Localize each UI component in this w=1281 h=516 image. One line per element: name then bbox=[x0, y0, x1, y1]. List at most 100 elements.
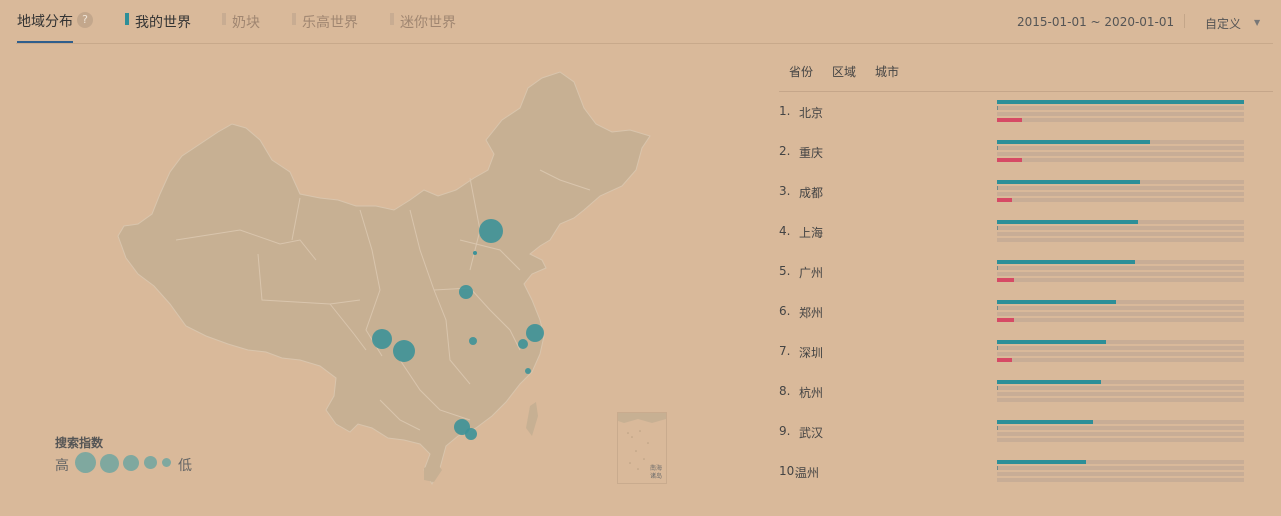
rank-city-name: 温州 bbox=[795, 466, 820, 480]
keyword-tab-label: 奶块 bbox=[232, 15, 260, 31]
bubble-chengdu[interactable] bbox=[372, 329, 392, 349]
bubble-beijing[interactable] bbox=[479, 219, 503, 243]
ranking-row[interactable]: 3. 成都 bbox=[779, 180, 1273, 210]
bar-fill-series-1 bbox=[997, 300, 1116, 304]
bar-track bbox=[997, 380, 1244, 384]
rank-bars bbox=[997, 340, 1244, 366]
keyword-tab-label: 迷你世界 bbox=[400, 15, 456, 31]
ranking-row[interactable]: 6. 郑州 bbox=[779, 300, 1273, 330]
ranking-row[interactable]: 2. 重庆 bbox=[779, 140, 1273, 170]
keyword-marker-icon bbox=[390, 13, 394, 25]
bar-fill-series-1 bbox=[997, 100, 1244, 104]
bar-track bbox=[997, 112, 1244, 116]
keyword-marker-icon bbox=[222, 13, 226, 25]
hainan-island bbox=[424, 462, 442, 482]
tab-city[interactable]: 城市 bbox=[875, 65, 900, 79]
header-divider bbox=[16, 43, 1273, 44]
bar-track bbox=[997, 432, 1244, 436]
rank-bars bbox=[997, 140, 1244, 166]
tab-region-distribution-label: 地域分布 bbox=[17, 14, 73, 30]
ranking-row[interactable]: 7. 深圳 bbox=[779, 340, 1273, 370]
rank-city-name: 郑州 bbox=[799, 306, 824, 320]
bar-track bbox=[997, 198, 1244, 202]
bar-track bbox=[997, 118, 1244, 122]
rank-number: 7. bbox=[779, 344, 791, 358]
bubble-wenzhou[interactable] bbox=[525, 368, 531, 374]
bubble-shanghai[interactable] bbox=[526, 324, 544, 342]
rank-city-name: 上海 bbox=[799, 226, 824, 240]
bubble-hangzhou[interactable] bbox=[518, 339, 528, 349]
ranking-row[interactable]: 9. 武汉 bbox=[779, 420, 1273, 450]
ranking-row[interactable]: 4. 上海 bbox=[779, 220, 1273, 250]
inset-label: 南海诸岛 bbox=[650, 465, 663, 480]
keyword-tab-1[interactable]: 我的世界 bbox=[125, 12, 191, 31]
caret-down-icon[interactable]: ▼ bbox=[1254, 18, 1261, 27]
ranking-row[interactable]: 1. 北京 bbox=[779, 100, 1273, 130]
china-outline[interactable] bbox=[117, 71, 651, 486]
rank-city-name: 重庆 bbox=[799, 146, 824, 160]
bar-track bbox=[997, 238, 1244, 242]
rank-number: 8. bbox=[779, 384, 791, 398]
keyword-tab-4[interactable]: 迷你世界 bbox=[390, 12, 456, 31]
legend-title: 搜索指数 bbox=[55, 436, 104, 450]
bar-track bbox=[997, 352, 1244, 356]
header-separator bbox=[1184, 14, 1185, 28]
bar-track bbox=[997, 146, 1244, 150]
ranking-row[interactable]: 8. 杭州 bbox=[779, 380, 1273, 410]
bar-track bbox=[997, 220, 1244, 224]
tab-region-distribution[interactable]: 地域分布 bbox=[17, 11, 73, 43]
bubble-zhengzhou[interactable] bbox=[459, 285, 473, 299]
rank-bars bbox=[997, 460, 1244, 486]
rank-number: 9. bbox=[779, 424, 791, 438]
bar-track bbox=[997, 158, 1244, 162]
bar-track bbox=[997, 466, 1244, 470]
bar-fill-series-2 bbox=[997, 386, 998, 390]
bar-fill-series-2 bbox=[997, 306, 998, 310]
tab-province[interactable]: 省份 bbox=[789, 65, 814, 79]
bubble-shenzhen[interactable] bbox=[465, 428, 477, 440]
bar-track bbox=[997, 460, 1244, 464]
bar-fill-series-4 bbox=[997, 278, 1015, 282]
rank-bars bbox=[997, 220, 1244, 246]
bar-fill-series-1 bbox=[997, 260, 1136, 264]
bar-fill-series-4 bbox=[997, 118, 1022, 122]
rank-bars bbox=[997, 300, 1244, 326]
bubble-chongqing[interactable] bbox=[393, 340, 415, 362]
date-range[interactable]: 2015-01-01 ~ 2020-01-01 bbox=[1017, 15, 1175, 29]
taiwan-island bbox=[526, 402, 538, 436]
keyword-tab-2[interactable]: 奶块 bbox=[222, 12, 260, 31]
ranking-row[interactable]: 5. 广州 bbox=[779, 260, 1273, 290]
rank-city-name: 武汉 bbox=[799, 426, 824, 440]
legend-dot-sm bbox=[144, 456, 157, 469]
bar-track bbox=[997, 300, 1244, 304]
rank-number: 2. bbox=[779, 144, 791, 158]
help-icon[interactable]: ? bbox=[77, 12, 93, 28]
rank-bars bbox=[997, 100, 1244, 126]
rank-city-name: 深圳 bbox=[799, 346, 824, 360]
rank-number: 3. bbox=[779, 184, 791, 198]
bubble-wuhan[interactable] bbox=[469, 337, 477, 345]
date-mode-select[interactable]: 自定义 bbox=[1205, 17, 1242, 31]
bar-track bbox=[997, 192, 1244, 196]
bar-track bbox=[997, 272, 1244, 276]
bar-track bbox=[997, 398, 1244, 402]
china-map bbox=[0, 44, 770, 516]
keyword-marker-icon bbox=[292, 13, 296, 25]
bar-fill-series-1 bbox=[997, 220, 1138, 224]
bubble-small-north[interactable] bbox=[473, 251, 477, 255]
bar-fill-series-2 bbox=[997, 346, 998, 350]
bar-fill-series-2 bbox=[997, 186, 998, 190]
legend-dot-md bbox=[123, 455, 139, 471]
keyword-tab-label: 我的世界 bbox=[135, 15, 191, 31]
bar-fill-series-4 bbox=[997, 358, 1012, 362]
tab-area[interactable]: 区域 bbox=[832, 65, 857, 79]
keyword-tab-3[interactable]: 乐高世界 bbox=[292, 12, 358, 31]
bar-fill-series-4 bbox=[997, 198, 1012, 202]
bar-track bbox=[997, 260, 1244, 264]
bar-track bbox=[997, 318, 1244, 322]
bar-fill-series-1 bbox=[997, 140, 1151, 144]
rank-number: 6. bbox=[779, 304, 791, 318]
ranking-row[interactable]: 10. 温州 bbox=[779, 460, 1273, 490]
legend-dot-lg bbox=[100, 454, 119, 473]
